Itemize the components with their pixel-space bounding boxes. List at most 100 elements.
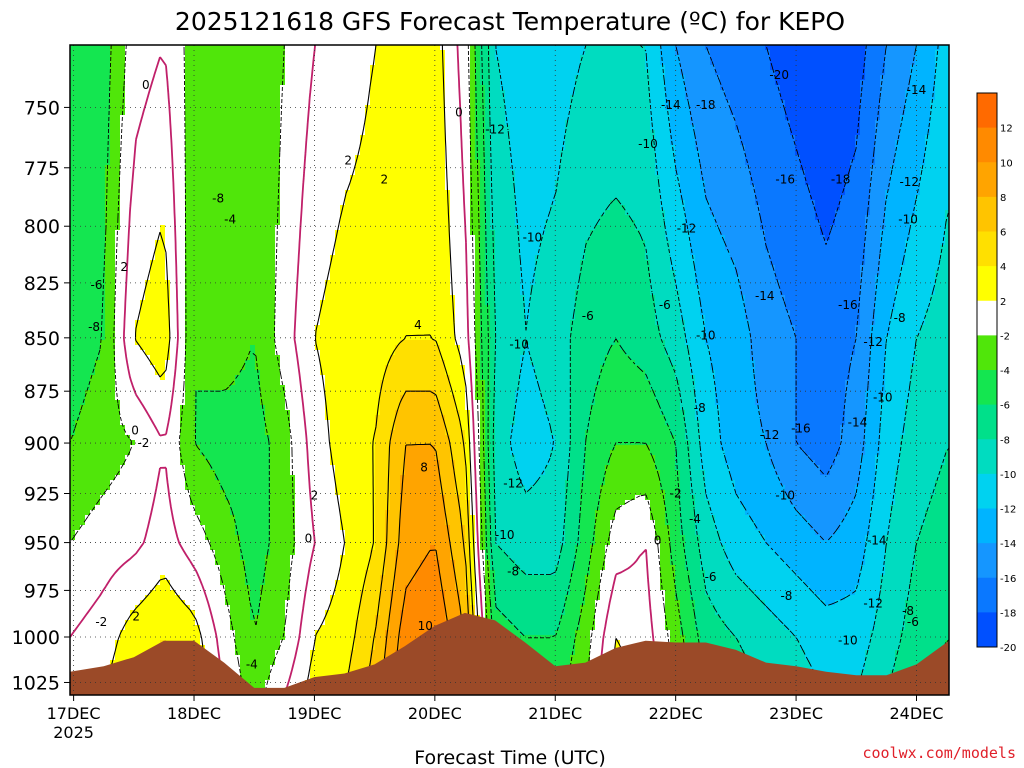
field-cell — [750, 185, 756, 361]
field-cell — [205, 390, 211, 461]
field-cell — [455, 410, 461, 496]
field-cell — [220, 390, 226, 491]
field-cell — [535, 480, 541, 576]
field-cell — [525, 45, 531, 321]
y-tick-label: 850 — [24, 328, 60, 350]
field-cell — [565, 595, 571, 681]
field-cell — [215, 45, 221, 391]
field-cell — [355, 155, 361, 621]
contour-label: -2 — [670, 486, 682, 500]
field-cell — [815, 220, 821, 466]
field-cell — [335, 495, 341, 581]
y-tick-label: 775 — [24, 158, 60, 180]
field-cell — [700, 470, 706, 571]
field-cell — [680, 410, 686, 536]
field-cell — [520, 45, 526, 296]
field-cell — [350, 175, 356, 651]
field-cell — [855, 325, 861, 486]
field-cell — [200, 390, 206, 456]
field-cell — [850, 160, 856, 356]
field-cell — [415, 445, 421, 571]
field-cell — [135, 320, 141, 346]
field-cell — [340, 45, 346, 206]
contour-label: -10 — [509, 337, 529, 351]
field-cell — [155, 240, 161, 376]
field-cell — [115, 45, 121, 231]
field-cell — [740, 295, 746, 506]
field-cell — [515, 390, 521, 471]
field-cell — [860, 80, 866, 266]
field-cell — [740, 580, 746, 651]
field-cell — [605, 45, 611, 211]
field-cell — [645, 445, 651, 501]
field-cell — [530, 485, 536, 576]
field-cell — [275, 355, 281, 651]
colorbar-tick-label: 6 — [1000, 228, 1006, 239]
colorbar-tick-label: -14 — [1000, 539, 1016, 550]
field-cell — [825, 540, 831, 606]
colorbar-swatch — [977, 473, 997, 509]
field-cell — [840, 520, 846, 601]
field-cell — [440, 50, 446, 361]
field-cell — [725, 560, 731, 631]
field-cell — [330, 255, 336, 466]
field-cell — [250, 345, 256, 621]
field-cell — [890, 45, 896, 166]
field-cell — [515, 225, 521, 391]
field-cell — [430, 45, 436, 341]
field-cell — [775, 280, 781, 476]
field-cell — [255, 45, 261, 371]
field-cell — [275, 225, 281, 356]
field-cell — [395, 410, 401, 551]
field-cell — [615, 445, 621, 511]
field-cell — [820, 45, 826, 236]
y-tick-label: 1000 — [12, 627, 60, 649]
field-cell — [745, 515, 751, 586]
field-cell — [915, 540, 921, 695]
field-cell — [740, 45, 746, 146]
field-cell — [650, 45, 656, 131]
field-cell — [355, 45, 361, 156]
x-axis-label: Forecast Time (UTC) — [414, 747, 605, 768]
field-cell — [835, 600, 841, 695]
field-cell — [670, 435, 676, 566]
field-cell — [745, 585, 751, 661]
field-cell — [910, 570, 916, 695]
field-cell — [595, 385, 601, 511]
field-cell — [865, 535, 871, 651]
field-cell — [520, 355, 526, 486]
field-cell — [810, 530, 816, 591]
field-cell — [165, 45, 171, 281]
field-cell — [900, 435, 906, 631]
field-cell — [620, 205, 626, 351]
field-cell — [785, 310, 791, 496]
field-cell — [800, 170, 806, 451]
field-cell — [555, 45, 561, 181]
field-cell — [790, 570, 796, 636]
contour-label: -12 — [677, 222, 697, 236]
field-cell — [855, 585, 861, 691]
field-cell — [425, 340, 431, 391]
field-cell — [880, 575, 886, 695]
field-cell — [105, 165, 111, 491]
field-cell — [880, 45, 886, 76]
field-cell — [895, 45, 901, 141]
contour-label: -14 — [848, 415, 868, 429]
field-cell — [940, 245, 946, 466]
field-cell — [355, 620, 361, 695]
field-cell — [670, 365, 676, 436]
contour--10 — [495, 45, 949, 695]
colorbar-swatch — [977, 266, 997, 302]
field-cell — [880, 395, 886, 576]
field-cell — [445, 435, 451, 526]
field-cell — [620, 505, 626, 651]
colorbar-tick-label: -10 — [1000, 470, 1016, 481]
field-cell — [920, 165, 926, 326]
field-cell — [835, 455, 841, 531]
field-cell — [800, 515, 806, 581]
field-cell — [625, 215, 631, 356]
field-cell — [790, 325, 796, 506]
field-cell — [220, 585, 226, 695]
field-cell — [225, 605, 231, 695]
